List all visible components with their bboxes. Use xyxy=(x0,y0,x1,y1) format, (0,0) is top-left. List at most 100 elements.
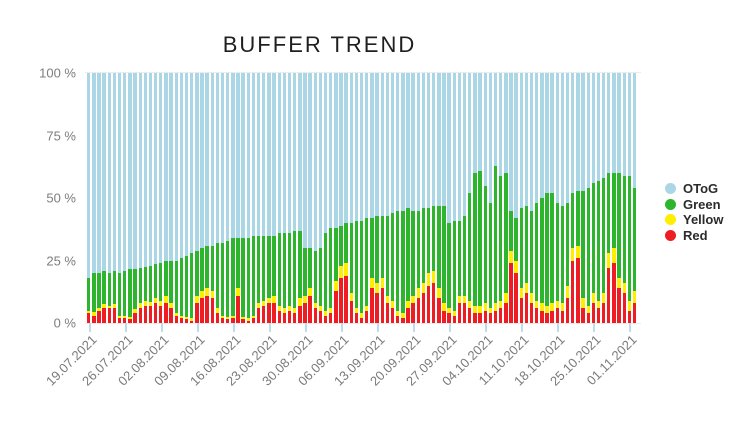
stacked-bar[interactable] xyxy=(107,73,111,323)
stacked-bar[interactable] xyxy=(370,73,374,323)
stacked-bar[interactable] xyxy=(385,73,390,323)
stacked-bar[interactable] xyxy=(174,73,178,323)
stacked-bar[interactable] xyxy=(220,73,225,323)
stacked-bar[interactable] xyxy=(200,73,204,323)
stacked-bar[interactable] xyxy=(493,73,498,323)
stacked-bar[interactable] xyxy=(359,73,364,323)
stacked-bar[interactable] xyxy=(329,73,333,323)
stacked-bar[interactable] xyxy=(262,73,266,323)
stacked-bar[interactable] xyxy=(195,73,199,323)
stacked-bar[interactable] xyxy=(550,73,554,323)
stacked-bar[interactable] xyxy=(488,73,493,323)
stacked-bar[interactable] xyxy=(128,73,132,323)
stacked-bar[interactable] xyxy=(169,73,173,323)
stacked-bar[interactable] xyxy=(184,73,189,323)
stacked-bar[interactable] xyxy=(447,73,451,323)
stacked-bar[interactable] xyxy=(426,73,431,323)
stacked-bar[interactable] xyxy=(241,73,245,323)
stacked-bar[interactable] xyxy=(514,73,518,323)
stacked-bar[interactable] xyxy=(292,73,297,323)
stacked-bar[interactable] xyxy=(303,73,307,323)
stacked-bar[interactable] xyxy=(153,73,158,323)
stacked-bar[interactable] xyxy=(462,73,467,323)
stacked-bar[interactable] xyxy=(596,73,601,323)
stacked-bar[interactable] xyxy=(87,73,91,323)
stacked-bar[interactable] xyxy=(555,73,559,323)
stacked-bar[interactable] xyxy=(586,73,590,323)
stacked-bar[interactable] xyxy=(282,73,287,323)
stacked-bar[interactable] xyxy=(298,73,302,323)
stacked-bar[interactable] xyxy=(622,73,626,323)
legend-item-green[interactable]: Green xyxy=(665,197,723,213)
stacked-bar[interactable] xyxy=(395,73,400,323)
stacked-bar[interactable] xyxy=(540,73,544,323)
legend-item-otog[interactable]: OToG xyxy=(665,181,723,197)
stacked-bar[interactable] xyxy=(468,73,472,323)
stacked-bar[interactable] xyxy=(560,73,565,323)
legend-item-red[interactable]: Red xyxy=(665,228,723,244)
stacked-bar[interactable] xyxy=(483,73,487,323)
stacked-bar[interactable] xyxy=(313,73,317,323)
stacked-bar[interactable] xyxy=(565,73,570,323)
stacked-bar[interactable] xyxy=(138,73,142,323)
stacked-bar[interactable] xyxy=(231,73,235,323)
stacked-bar[interactable] xyxy=(112,73,117,323)
stacked-bar[interactable] xyxy=(519,73,523,323)
stacked-bar[interactable] xyxy=(509,73,513,323)
stacked-bar[interactable] xyxy=(545,73,549,323)
stacked-bar[interactable] xyxy=(442,73,446,323)
stacked-bar[interactable] xyxy=(251,73,256,323)
stacked-bar[interactable] xyxy=(354,73,359,323)
stacked-bar[interactable] xyxy=(133,73,137,323)
stacked-bar[interactable] xyxy=(349,73,354,323)
stacked-bar[interactable] xyxy=(432,73,436,323)
stacked-bar[interactable] xyxy=(226,73,230,323)
stacked-bar[interactable] xyxy=(308,73,312,323)
stacked-bar[interactable] xyxy=(478,73,482,323)
stacked-bar[interactable] xyxy=(339,73,343,323)
stacked-bar[interactable] xyxy=(246,73,251,323)
stacked-bar[interactable] xyxy=(267,73,271,323)
stacked-bar[interactable] xyxy=(416,73,420,323)
stacked-bar[interactable] xyxy=(457,73,462,323)
stacked-bar[interactable] xyxy=(591,73,596,323)
stacked-bar[interactable] xyxy=(236,73,240,323)
stacked-bar[interactable] xyxy=(437,73,441,323)
stacked-bar[interactable] xyxy=(581,73,585,323)
stacked-bar[interactable] xyxy=(143,73,148,323)
stacked-bar[interactable] xyxy=(617,73,621,323)
stacked-bar[interactable] xyxy=(380,73,384,323)
stacked-bar[interactable] xyxy=(148,73,153,323)
stacked-bar[interactable] xyxy=(411,73,415,323)
stacked-bar[interactable] xyxy=(92,73,96,323)
stacked-bar[interactable] xyxy=(365,73,369,323)
stacked-bar[interactable] xyxy=(601,73,606,323)
stacked-bar[interactable] xyxy=(498,73,503,323)
stacked-bar[interactable] xyxy=(179,73,184,323)
stacked-bar[interactable] xyxy=(421,73,426,323)
stacked-bar[interactable] xyxy=(607,73,611,323)
stacked-bar[interactable] xyxy=(117,73,122,323)
stacked-bar[interactable] xyxy=(287,73,292,323)
stacked-bar[interactable] xyxy=(390,73,395,323)
stacked-bar[interactable] xyxy=(576,73,580,323)
stacked-bar[interactable] xyxy=(189,73,194,323)
stacked-bar[interactable] xyxy=(524,73,529,323)
stacked-bar[interactable] xyxy=(504,73,508,323)
stacked-bar[interactable] xyxy=(627,73,632,323)
stacked-bar[interactable] xyxy=(318,73,323,323)
stacked-bar[interactable] xyxy=(277,73,281,323)
stacked-bar[interactable] xyxy=(215,73,220,323)
stacked-bar[interactable] xyxy=(529,73,534,323)
stacked-bar[interactable] xyxy=(344,73,348,323)
stacked-bar[interactable] xyxy=(406,73,410,323)
stacked-bar[interactable] xyxy=(334,73,338,323)
stacked-bar[interactable] xyxy=(205,73,209,323)
stacked-bar[interactable] xyxy=(535,73,539,323)
stacked-bar[interactable] xyxy=(256,73,261,323)
stacked-bar[interactable] xyxy=(375,73,379,323)
stacked-bar[interactable] xyxy=(123,73,127,323)
stacked-bar[interactable] xyxy=(323,73,328,323)
stacked-bar[interactable] xyxy=(473,73,477,323)
stacked-bar[interactable] xyxy=(210,73,214,323)
